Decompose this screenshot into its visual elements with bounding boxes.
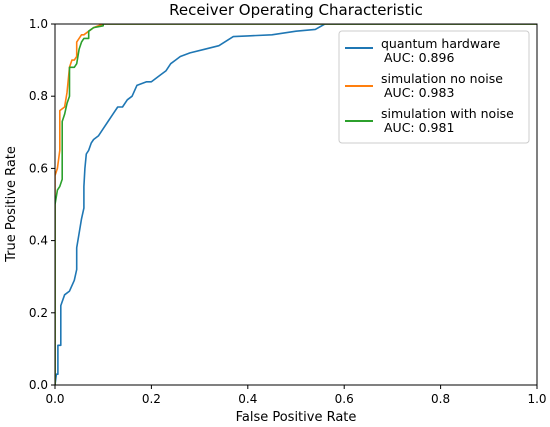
legend-auc-simulation-no-noise: AUC: 0.983 — [384, 85, 454, 100]
series-lines — [55, 24, 537, 385]
x-axis-ticks: 0.0 0.2 0.4 0.6 0.8 1.0 — [45, 385, 547, 406]
legend-label-simulation-no-noise: simulation no noise — [381, 71, 503, 86]
y-tick-label: 0.4 — [29, 234, 48, 248]
x-axis-label: False Positive Rate — [236, 410, 357, 425]
y-axis-ticks: 0.0 0.2 0.4 0.6 0.8 1.0 — [29, 17, 55, 392]
x-tick-label: 0.6 — [335, 392, 354, 406]
x-tick-label: 1.0 — [527, 392, 546, 406]
x-tick-label: 0.2 — [142, 392, 161, 406]
y-axis-label: True Positive Rate — [4, 146, 19, 263]
y-tick-label: 0.6 — [29, 161, 48, 175]
x-tick-label: 0.8 — [431, 392, 450, 406]
y-tick-label: 0.2 — [29, 306, 48, 320]
x-tick-label: 0.0 — [45, 392, 64, 406]
x-tick-label: 0.4 — [238, 392, 257, 406]
series-line-simulation-with-noise — [55, 24, 537, 385]
y-tick-label: 0.0 — [29, 378, 48, 392]
legend-auc-simulation-with-noise: AUC: 0.981 — [384, 120, 454, 135]
legend-box — [338, 30, 530, 144]
y-tick-label: 1.0 — [29, 17, 48, 31]
plot-frame — [54, 23, 538, 386]
legend-label-quantum-hardware: quantum hardware — [381, 36, 501, 51]
legend-auc-quantum-hardware: AUC: 0.896 — [384, 50, 454, 65]
chart-title: Receiver Operating Characteristic — [169, 1, 423, 19]
legend: quantum hardware AUC: 0.896 simulation n… — [338, 30, 530, 144]
y-tick-label: 0.8 — [29, 89, 48, 103]
series-line-quantum-hardware — [55, 24, 537, 385]
legend-label-simulation-with-noise: simulation with noise — [381, 106, 514, 121]
